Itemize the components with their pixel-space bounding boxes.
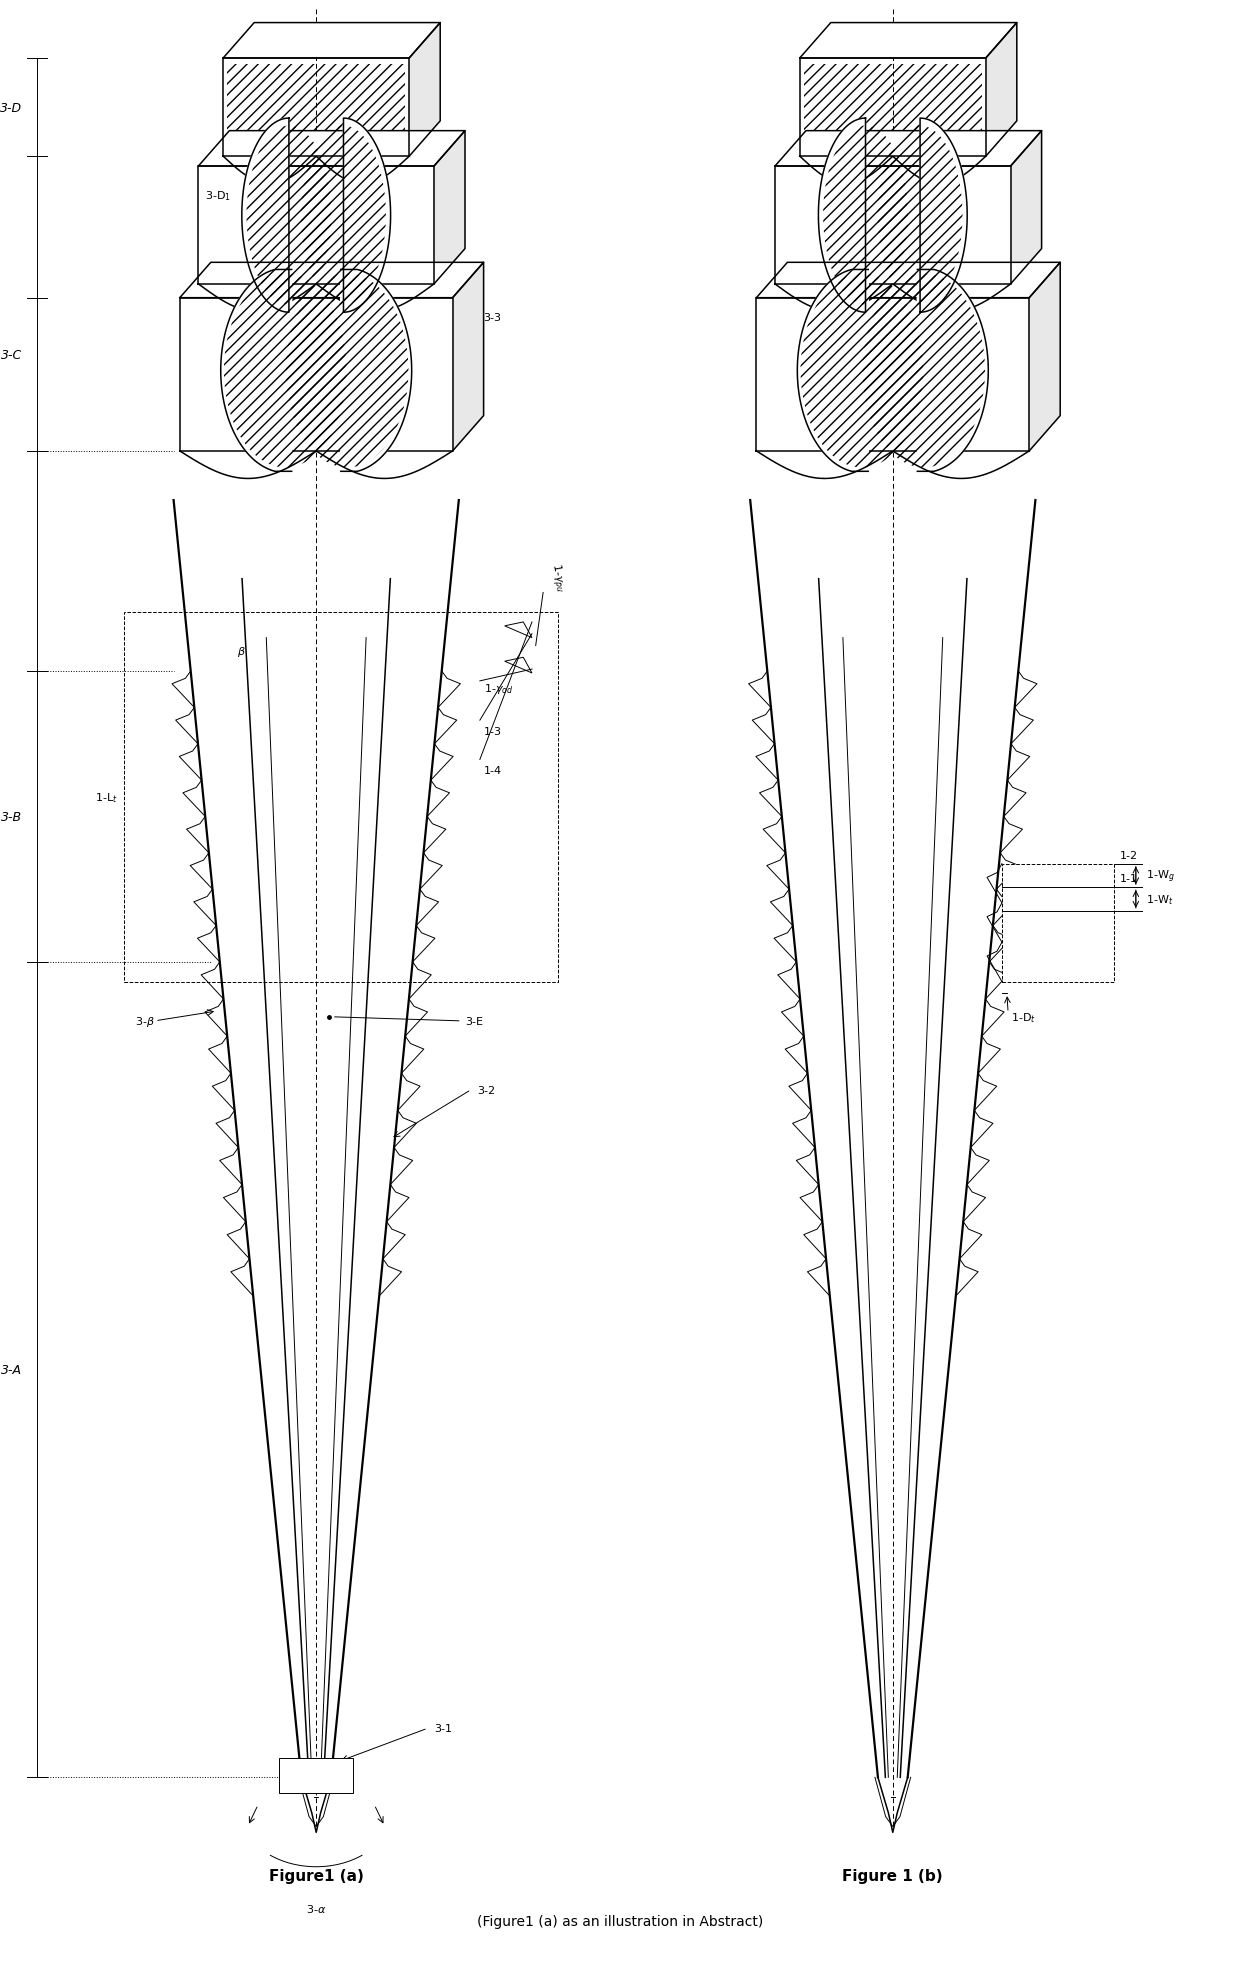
Text: (Figure1 (a) as an illustration in Abstract): (Figure1 (a) as an illustration in Abstr… — [477, 1913, 763, 1929]
Text: 3-1: 3-1 — [434, 1722, 453, 1734]
Polygon shape — [409, 24, 440, 157]
Polygon shape — [198, 132, 465, 167]
Polygon shape — [221, 271, 291, 471]
Polygon shape — [434, 132, 465, 285]
Text: 1-1: 1-1 — [1120, 874, 1138, 884]
Text: 3-D$_1$: 3-D$_1$ — [205, 189, 231, 204]
Polygon shape — [343, 120, 391, 312]
Polygon shape — [920, 120, 967, 312]
Text: $\beta$: $\beta$ — [237, 644, 247, 660]
Text: 1-$\gamma_{pu}$: 1-$\gamma_{pu}$ — [546, 562, 567, 593]
Polygon shape — [198, 167, 434, 285]
Bar — [1002, 864, 1114, 982]
Text: 1-W$_g$: 1-W$_g$ — [1146, 868, 1174, 884]
Text: Figure 1 (b): Figure 1 (b) — [842, 1868, 944, 1883]
Text: 1-$\gamma_{od}$: 1-$\gamma_{od}$ — [484, 682, 513, 695]
Polygon shape — [180, 299, 453, 452]
Text: Figure1 (a): Figure1 (a) — [269, 1868, 363, 1883]
Polygon shape — [800, 24, 1017, 59]
Polygon shape — [818, 120, 866, 312]
Text: 3-A: 3-A — [1, 1363, 22, 1377]
Polygon shape — [180, 263, 484, 299]
Polygon shape — [756, 263, 1060, 299]
Text: 3-e: 3-e — [309, 1773, 324, 1785]
Polygon shape — [1011, 132, 1042, 285]
Polygon shape — [756, 299, 1029, 452]
Text: 1-2: 1-2 — [1120, 850, 1138, 860]
Bar — [279, 1758, 353, 1793]
Polygon shape — [986, 24, 1017, 157]
Text: 1-W$_t$: 1-W$_t$ — [1146, 892, 1173, 907]
Polygon shape — [453, 263, 484, 452]
Text: 3-2: 3-2 — [477, 1084, 496, 1096]
Bar — [804, 65, 982, 151]
Polygon shape — [797, 271, 868, 471]
Polygon shape — [775, 132, 1042, 167]
Text: 3-3: 3-3 — [484, 312, 502, 324]
Text: 1-4: 1-4 — [484, 766, 502, 776]
Text: 1-3: 1-3 — [484, 727, 502, 736]
Polygon shape — [918, 271, 988, 471]
Text: 3-E: 3-E — [465, 1015, 484, 1027]
Polygon shape — [1029, 263, 1060, 452]
Text: 3-C: 3-C — [1, 350, 22, 361]
Text: 3-B: 3-B — [1, 811, 22, 823]
Text: 1-L$_t$: 1-L$_t$ — [95, 790, 118, 805]
Text: 3-$\beta$: 3-$\beta$ — [135, 1013, 155, 1029]
Text: 3-$\alpha$: 3-$\alpha$ — [306, 1901, 326, 1915]
Text: 1-D$_t$: 1-D$_t$ — [1011, 1009, 1035, 1025]
Polygon shape — [242, 120, 289, 312]
Bar — [227, 65, 405, 151]
Bar — [124, 613, 558, 982]
Polygon shape — [775, 167, 1011, 285]
Polygon shape — [223, 24, 440, 59]
Text: 3-D: 3-D — [0, 102, 22, 114]
Polygon shape — [341, 271, 412, 471]
